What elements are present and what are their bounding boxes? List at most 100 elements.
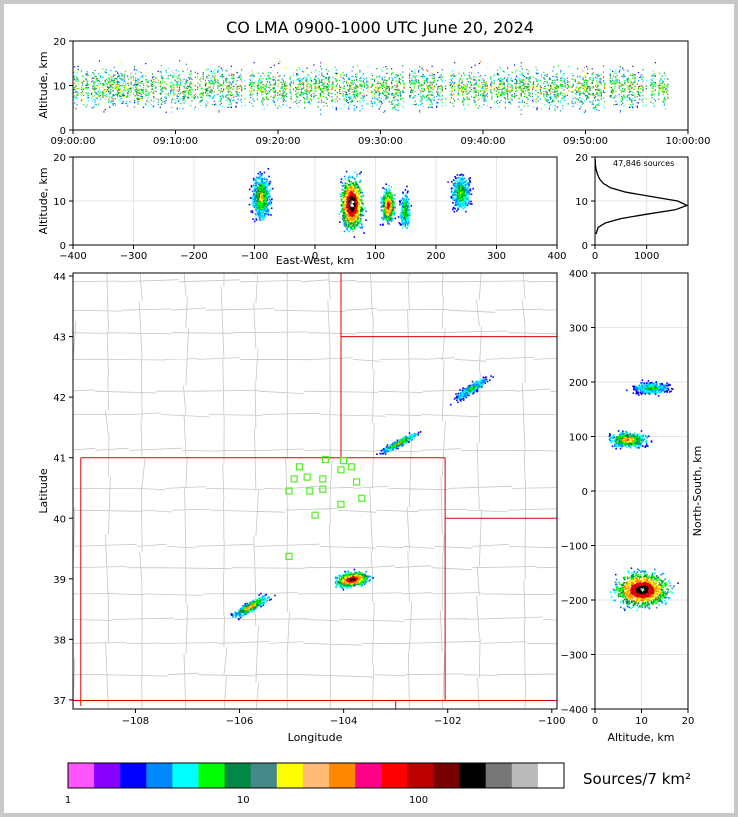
lma-station-marker bbox=[285, 487, 293, 495]
figure-frame: CO LMA 0900-1000 UTC June 20, 2024 09:00… bbox=[4, 4, 734, 813]
colorbar-cell bbox=[198, 763, 226, 788]
latitude-tick-label: 43 bbox=[53, 333, 66, 344]
ns-tick-label: 200 bbox=[569, 378, 588, 389]
ew-height-ticks: −400 −300 −200 −100 0 100 200 300 400 0 10 20 bbox=[53, 153, 566, 262]
colorbar-frame bbox=[67, 762, 565, 789]
histogram-profile-line bbox=[594, 159, 689, 235]
ns-tick-label: −100 bbox=[561, 542, 588, 553]
colorbar-cell bbox=[68, 763, 95, 788]
longitude-tick-label: −100 bbox=[538, 716, 565, 727]
lma-station-marker bbox=[303, 473, 311, 481]
ew-height-grid bbox=[72, 156, 558, 246]
longitude-tick-label: −104 bbox=[330, 716, 357, 727]
lma-station-marker bbox=[337, 500, 345, 508]
colorbar-tick-label: 100 bbox=[409, 795, 428, 806]
colorbar-cell bbox=[459, 763, 487, 788]
histogram-count-label: 1000 bbox=[634, 251, 659, 262]
longitude-tick-label: −102 bbox=[434, 716, 461, 727]
colorbar-cell bbox=[250, 763, 278, 788]
lma-station-marker bbox=[319, 475, 327, 483]
ew-tick-label: −200 bbox=[180, 251, 207, 262]
plan-view-sources bbox=[230, 375, 494, 621]
colorbar-cell bbox=[94, 763, 121, 788]
colorbar-cell bbox=[224, 763, 252, 788]
ns-height-panel: 0 10 20 400 300 200 100 0 −100 −200 −300 −400 Altit… bbox=[561, 269, 704, 744]
ns-height-grid bbox=[594, 272, 689, 710]
county-boundaries bbox=[73, 273, 557, 709]
latitude-tick-label: 40 bbox=[53, 514, 66, 525]
lma-figure: CO LMA 0900-1000 UTC June 20, 2024 09:00… bbox=[37, 18, 711, 806]
lma-station-marker bbox=[340, 457, 348, 465]
ew-tick-label: −100 bbox=[241, 251, 268, 262]
ew-height-sources bbox=[248, 168, 474, 238]
latitude-tick-label: 39 bbox=[53, 575, 66, 586]
time-height-ticks: 09:00:00 09:10:00 09:20:00 09:30:00 09:40:00… bbox=[51, 37, 711, 147]
ns-tick-label: 300 bbox=[569, 324, 588, 335]
plan-view-ylabel: Latitude bbox=[37, 468, 50, 514]
time-height-ylabel: Altitude, km bbox=[37, 51, 50, 118]
lma-station-marker bbox=[321, 455, 329, 464]
colorbar-cell bbox=[355, 763, 382, 788]
lma-station-marker bbox=[319, 485, 327, 493]
ns-tick-label: 0 bbox=[582, 487, 588, 498]
ns-tick-label: −300 bbox=[561, 651, 588, 662]
ew-height-xlabel: East-West, km bbox=[276, 254, 354, 267]
ew-alt-tick-label: 0 bbox=[60, 241, 66, 252]
colorbar-cell bbox=[329, 763, 356, 788]
lma-stations bbox=[285, 455, 366, 561]
histogram-ticks: 0 1000 0 10 20 bbox=[575, 153, 659, 262]
colorbar-tick-label: 1 bbox=[65, 795, 71, 806]
lma-station-marker bbox=[353, 478, 361, 486]
ew-tick-label: 400 bbox=[547, 251, 566, 262]
colorbar-label: Sources/7 km² bbox=[583, 770, 691, 788]
colorbar-cell bbox=[537, 763, 565, 788]
altitude-histogram-panel: 0 1000 0 10 20 47,846 sources bbox=[575, 153, 689, 262]
colorbar-cell bbox=[381, 763, 408, 788]
colorbar-tick-label: 10 bbox=[237, 795, 250, 806]
histogram-alt-label: 20 bbox=[575, 153, 588, 164]
time-tick-label: 09:10:00 bbox=[153, 136, 198, 147]
ns-height-xlabel: Altitude, km bbox=[607, 731, 674, 744]
time-tick-label: 09:50:00 bbox=[563, 136, 608, 147]
ew-tick-label: −400 bbox=[59, 251, 86, 262]
time-tick-label: 10:00:00 bbox=[666, 136, 711, 147]
lma-station-marker bbox=[306, 487, 314, 495]
state-boundaries bbox=[73, 273, 557, 709]
lma-station-marker bbox=[311, 511, 319, 519]
time-tick-label: 09:40:00 bbox=[461, 136, 506, 147]
colorbar-cell bbox=[276, 763, 304, 788]
colorbar-cell bbox=[511, 763, 539, 788]
histogram-alt-label: 10 bbox=[575, 197, 588, 208]
latitude-tick-label: 44 bbox=[53, 272, 66, 283]
ns-height-ticks: 0 10 20 400 300 200 100 0 −100 −200 −300 −400 bbox=[561, 269, 695, 727]
time-tick-label: 09:00:00 bbox=[51, 136, 96, 147]
latitude-tick-label: 37 bbox=[53, 696, 66, 707]
histogram-count-label: 0 bbox=[592, 251, 598, 262]
plan-view-frame bbox=[72, 272, 558, 710]
ew-tick-label: 200 bbox=[426, 251, 445, 262]
county-line-path bbox=[73, 273, 557, 709]
latitude-tick-label: 38 bbox=[53, 635, 66, 646]
colorbar-ticks: 1 10 100 bbox=[65, 795, 428, 806]
ew-height-panel: −400 −300 −200 −100 0 100 200 300 400 0 10 20 East-… bbox=[37, 153, 567, 267]
lma-station-marker bbox=[358, 494, 366, 502]
colorbar: 1 10 100 Sources/7 km² bbox=[65, 762, 691, 806]
source-count-annotation: 47,846 sources bbox=[613, 159, 674, 168]
time-tick-label: 09:30:00 bbox=[358, 136, 403, 147]
time-height-sources bbox=[73, 60, 669, 115]
colorbar-cell bbox=[485, 763, 513, 788]
ns-height-sources bbox=[608, 379, 679, 612]
ew-tick-label: −300 bbox=[120, 251, 147, 262]
ns-height-ylabel: North-South, km bbox=[691, 446, 704, 537]
altitude-tick-label: 10 bbox=[53, 82, 66, 93]
colorbar-cell bbox=[433, 763, 461, 788]
ns-alt-tick-label: 10 bbox=[635, 716, 648, 727]
colorbar-cells bbox=[68, 763, 565, 788]
ns-tick-label: −200 bbox=[561, 596, 588, 607]
ew-alt-tick-label: 10 bbox=[53, 197, 66, 208]
ew-tick-label: 100 bbox=[366, 251, 385, 262]
plan-view-ticks: −108 −106 −104 −102 −100 37 38 39 40 41 42 43 44 bbox=[53, 272, 565, 727]
latitude-tick-label: 42 bbox=[53, 393, 66, 404]
colorbar-cell bbox=[407, 763, 434, 788]
plan-view-xlabel: Longitude bbox=[288, 731, 343, 744]
